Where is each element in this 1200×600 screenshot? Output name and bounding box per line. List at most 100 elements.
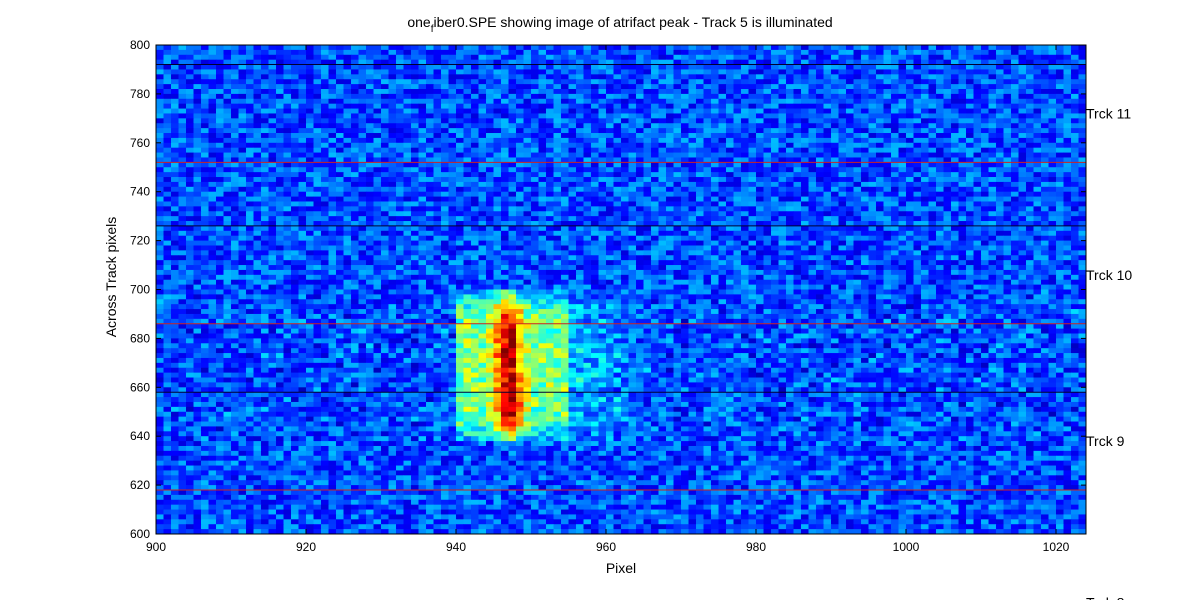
heatmap-cell	[501, 211, 509, 217]
heatmap-cell	[501, 206, 509, 212]
heatmap-cell	[171, 89, 179, 95]
heatmap-cell	[913, 93, 922, 100]
heatmap-cell	[838, 181, 847, 188]
heatmap-cell	[403, 186, 412, 193]
heatmap-cell	[313, 113, 322, 119]
heatmap-cell	[1018, 181, 1027, 188]
heatmap-cell	[433, 206, 442, 212]
heatmap-cell	[718, 69, 727, 75]
heatmap-cell	[996, 93, 1004, 100]
heatmap-cell	[223, 147, 232, 153]
heatmap-cell	[823, 162, 832, 168]
heatmap-cell	[336, 162, 344, 168]
heatmap-cell	[913, 235, 922, 241]
heatmap-cell	[921, 157, 929, 163]
heatmap-cell	[493, 191, 502, 197]
heatmap-cell	[951, 235, 959, 241]
heatmap-cell	[538, 225, 547, 232]
heatmap-cell	[538, 137, 547, 144]
heatmap-cell	[988, 93, 997, 100]
heatmap-cell	[546, 147, 554, 153]
heatmap-cell	[816, 49, 824, 56]
heatmap-cell	[756, 59, 764, 65]
heatmap-cell	[516, 123, 524, 129]
heatmap-cell	[823, 74, 832, 80]
heatmap-cell	[583, 133, 592, 139]
heatmap-cell	[606, 137, 614, 144]
heatmap-cell	[726, 54, 734, 61]
heatmap-cell	[456, 177, 464, 183]
heatmap-cell	[238, 201, 247, 207]
heatmap-cell	[778, 49, 787, 56]
heatmap-cell	[373, 142, 382, 149]
heatmap-cell	[163, 84, 172, 90]
heatmap-cell	[388, 64, 397, 70]
heatmap-cell	[831, 84, 839, 90]
heatmap-cell	[508, 142, 517, 149]
heatmap-cell	[313, 240, 322, 246]
heatmap-cell	[463, 118, 472, 124]
heatmap-cell	[973, 201, 982, 207]
heatmap-cell	[291, 113, 299, 119]
heatmap-cell	[891, 113, 899, 119]
heatmap-cell	[921, 123, 929, 129]
heatmap-cell	[898, 152, 907, 158]
heatmap-cell	[231, 152, 239, 158]
heatmap-cell	[298, 45, 307, 51]
heatmap-cell	[253, 118, 262, 124]
heatmap-cell	[186, 142, 194, 149]
heatmap-cell	[501, 216, 509, 222]
heatmap-cell	[778, 230, 787, 237]
heatmap-cell	[298, 221, 307, 227]
heatmap-cell	[651, 142, 659, 149]
heatmap-cell	[748, 69, 757, 75]
heatmap-cell	[966, 113, 974, 119]
heatmap-cell	[313, 142, 322, 149]
heatmap-cell	[748, 113, 757, 119]
heatmap-cell	[816, 79, 824, 85]
heatmap-cell	[613, 206, 622, 212]
heatmap-cell	[891, 162, 899, 168]
heatmap-cell	[598, 230, 607, 237]
heatmap-cell	[718, 211, 727, 217]
heatmap-cell	[966, 221, 974, 227]
heatmap-cell	[1011, 230, 1019, 237]
heatmap-cell	[276, 108, 284, 114]
heatmap-cell	[171, 172, 179, 178]
heatmap-cell	[786, 64, 794, 70]
heatmap-cell	[306, 98, 314, 105]
heatmap-cell	[298, 240, 307, 246]
heatmap-cell	[793, 235, 802, 241]
heatmap-cell	[643, 128, 652, 134]
heatmap-cell	[1041, 206, 1049, 212]
heatmap-cell	[748, 157, 757, 163]
heatmap-cell	[388, 157, 397, 163]
heatmap-cell	[388, 167, 397, 173]
heatmap-cell	[186, 123, 194, 129]
heatmap-cell	[921, 216, 929, 222]
heatmap-cell	[306, 93, 314, 100]
heatmap-cell	[763, 201, 772, 207]
heatmap-cell	[973, 123, 982, 129]
heatmap-cell	[523, 69, 532, 75]
heatmap-cell	[816, 230, 824, 237]
heatmap-cell	[208, 147, 217, 153]
heatmap-cell	[1041, 196, 1049, 202]
heatmap-cell	[598, 123, 607, 129]
heatmap-cell	[1063, 157, 1072, 163]
heatmap-cell	[688, 201, 697, 207]
heatmap-cell	[613, 196, 622, 202]
heatmap-cell	[831, 64, 839, 70]
heatmap-cell	[778, 137, 787, 144]
heatmap-cell	[253, 93, 262, 100]
heatmap-cell	[1056, 142, 1064, 149]
heatmap-cell	[516, 128, 524, 134]
heatmap-cell	[1011, 216, 1019, 222]
heatmap-cell	[276, 113, 284, 119]
heatmap-cell	[861, 98, 869, 105]
heatmap-cell	[846, 181, 854, 188]
heatmap-cell	[741, 49, 749, 56]
heatmap-cell	[688, 157, 697, 163]
heatmap-cell	[531, 206, 539, 212]
heatmap-cell	[291, 201, 299, 207]
